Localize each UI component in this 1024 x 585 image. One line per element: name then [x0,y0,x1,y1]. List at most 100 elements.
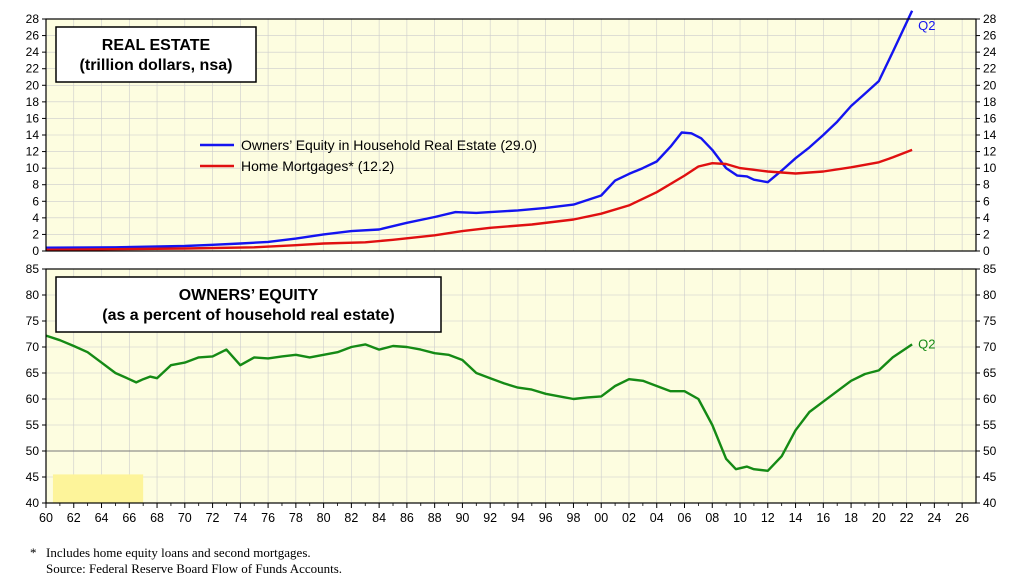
x-tick-label: 14 [789,511,803,525]
x-tick-label: 18 [844,511,858,525]
x-tick-label: 76 [261,511,275,525]
y-tick-label-right: 14 [983,128,997,142]
x-tick-label: 72 [206,511,220,525]
x-tick-label: 98 [567,511,581,525]
x-tick-label: 94 [511,511,525,525]
y-tick-label-right: 65 [983,366,997,380]
y-tick-label-left: 55 [26,418,40,432]
shaded-region [52,474,144,503]
x-tick-label: 20 [872,511,886,525]
panel-subtitle: (as a percent of household real estate) [102,307,395,324]
x-tick-label: 64 [95,511,109,525]
series-line [45,10,914,249]
x-tick-label: 78 [289,511,303,525]
y-tick-label-right: 16 [983,111,997,125]
x-tick-label: 92 [483,511,497,525]
title-box [55,26,257,83]
x-tick-label: 74 [233,511,247,525]
y-tick-label-right: 85 [983,262,997,276]
x-tick-label: 00 [594,511,608,525]
y-tick-label-right: 22 [983,62,997,76]
y-tick-label-right: 6 [983,194,990,208]
y-tick-label-left: 20 [26,78,40,92]
y-tick-label-left: 50 [26,444,40,458]
x-tick-label: 70 [178,511,192,525]
y-tick-label-left: 0 [32,244,39,258]
legend-label: Owners’ Equity in Household Real Estate … [241,137,537,153]
y-tick-label-left: 6 [32,194,39,208]
y-tick-label-left: 12 [26,145,40,159]
x-tick-label: 66 [122,511,136,525]
footnote-star: * [30,545,37,560]
y-tick-label-left: 45 [26,470,40,484]
x-tick-label: 08 [705,511,719,525]
y-tick-label-left: 10 [26,161,40,175]
y-tick-label-right: 10 [983,161,997,175]
x-tick-label: 96 [539,511,553,525]
x-tick-label: 90 [455,511,469,525]
y-tick-label-left: 85 [26,262,40,276]
title-box [55,276,442,333]
series-end-label: Q2 [918,336,935,351]
plot-frame [45,268,977,504]
series-line [45,148,913,251]
y-tick-label-right: 50 [983,444,997,458]
plot-frame [45,18,977,252]
panel-title: OWNERS’ EQUITY [179,287,319,304]
x-tick-label: 84 [372,511,386,525]
y-tick-label-right: 55 [983,418,997,432]
x-tick-label: 80 [317,511,331,525]
x-tick-label: 06 [678,511,692,525]
y-tick-label-left: 26 [26,29,40,43]
y-tick-label-left: 14 [26,128,40,142]
y-tick-label-right: 75 [983,314,997,328]
footnote-line-1: Includes home equity loans and second mo… [46,545,311,560]
x-tick-label: 22 [900,511,914,525]
x-tick-label: 02 [622,511,636,525]
x-tick-label: 82 [344,511,358,525]
y-tick-label-right: 20 [983,78,997,92]
y-tick-label-right: 24 [983,45,997,59]
y-tick-label-left: 70 [26,340,40,354]
x-tick-label: 24 [927,511,941,525]
panel-title: REAL ESTATE [102,37,211,54]
y-tick-label-right: 12 [983,145,997,159]
x-tick-label: 16 [816,511,830,525]
x-tick-label: 88 [428,511,442,525]
footnote-source: Source: Federal Reserve Board Flow of Fu… [46,561,343,576]
x-tick-label: 68 [150,511,164,525]
y-tick-label-left: 2 [32,227,39,241]
y-tick-label-right: 2 [983,227,990,241]
y-tick-label-right: 40 [983,496,997,510]
y-tick-label-left: 80 [26,288,40,302]
panel-subtitle: (trillion dollars, nsa) [80,57,233,74]
y-tick-label-right: 45 [983,470,997,484]
y-tick-label-right: 26 [983,29,997,43]
x-tick-label: 12 [761,511,775,525]
x-tick-label: 04 [650,511,664,525]
legend-label: Home Mortgages* (12.2) [241,158,394,174]
y-tick-label-left: 8 [32,178,39,192]
x-axis: 60 62 64 66 68 70 72 74 76 78 80 82 84 86 88 90 92 94 96 98… [39,503,969,525]
y-tick-label-left: 16 [26,111,40,125]
y-tick-label-right: 60 [983,392,997,406]
y-tick-label-right: 80 [983,288,997,302]
x-tick-label: 60 [39,511,53,525]
y-tick-label-left: 60 [26,392,40,406]
y-tick-label-left: 22 [26,62,40,76]
y-tick-label-left: 75 [26,314,40,328]
y-tick-label-left: 28 [26,12,40,26]
x-tick-label: 62 [67,511,81,525]
y-tick-label-right: 8 [983,178,990,192]
x-tick-label: 10 [733,511,747,525]
x-tick-label: 86 [400,511,414,525]
y-tick-label-left: 4 [32,211,39,225]
y-tick-label-left: 24 [26,45,40,59]
y-tick-label-right: 28 [983,12,997,26]
y-tick-label-left: 65 [26,366,40,380]
y-tick-label-left: 18 [26,95,40,109]
y-tick-label-left: 40 [26,496,40,510]
y-tick-label-right: 0 [983,244,990,258]
